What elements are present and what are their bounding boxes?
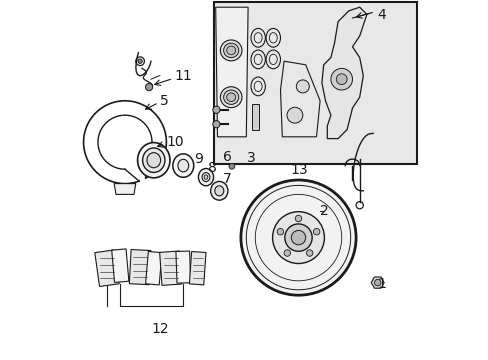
Ellipse shape	[146, 153, 160, 168]
Circle shape	[374, 279, 380, 286]
Polygon shape	[129, 249, 151, 285]
Text: 5: 5	[160, 94, 168, 108]
Ellipse shape	[223, 90, 238, 104]
Ellipse shape	[137, 143, 170, 178]
Circle shape	[138, 59, 142, 63]
Circle shape	[212, 121, 220, 128]
Polygon shape	[176, 251, 190, 283]
Circle shape	[295, 215, 301, 222]
Polygon shape	[252, 104, 258, 130]
Text: 7: 7	[223, 172, 231, 186]
Polygon shape	[160, 251, 182, 285]
Text: 12: 12	[151, 323, 168, 336]
Text: 9: 9	[194, 153, 203, 166]
Text: 2: 2	[320, 204, 328, 217]
Circle shape	[330, 68, 352, 90]
Circle shape	[306, 250, 312, 256]
Text: 13: 13	[290, 163, 307, 177]
Circle shape	[284, 224, 311, 251]
Text: 3: 3	[247, 152, 256, 165]
Circle shape	[241, 180, 355, 295]
Text: 11: 11	[174, 69, 192, 83]
Bar	[213, 2, 416, 164]
Circle shape	[296, 80, 309, 93]
Ellipse shape	[220, 40, 242, 61]
Text: 4: 4	[377, 8, 386, 22]
Text: 10: 10	[166, 135, 183, 149]
Polygon shape	[215, 7, 247, 137]
Ellipse shape	[198, 168, 213, 186]
Circle shape	[277, 229, 283, 235]
Circle shape	[228, 163, 234, 169]
Polygon shape	[370, 277, 384, 288]
Polygon shape	[95, 250, 119, 287]
Polygon shape	[321, 7, 366, 139]
Ellipse shape	[226, 46, 235, 55]
Text: 6: 6	[223, 150, 231, 163]
Circle shape	[145, 84, 152, 91]
Ellipse shape	[204, 175, 207, 179]
Text: 8: 8	[208, 161, 217, 175]
Text: 1: 1	[377, 278, 386, 291]
Polygon shape	[189, 252, 205, 285]
Ellipse shape	[172, 154, 193, 177]
Circle shape	[336, 74, 346, 85]
Polygon shape	[114, 184, 136, 194]
Polygon shape	[111, 249, 129, 283]
Ellipse shape	[214, 186, 224, 196]
Ellipse shape	[202, 173, 209, 182]
Ellipse shape	[223, 43, 238, 58]
Polygon shape	[280, 61, 320, 137]
Circle shape	[284, 250, 290, 256]
Polygon shape	[145, 252, 162, 285]
Circle shape	[313, 229, 319, 235]
Circle shape	[272, 212, 324, 264]
Circle shape	[286, 107, 302, 123]
Ellipse shape	[142, 148, 164, 172]
Ellipse shape	[220, 87, 242, 108]
Circle shape	[291, 230, 305, 245]
Circle shape	[212, 106, 220, 113]
Ellipse shape	[210, 181, 227, 200]
Ellipse shape	[226, 93, 235, 102]
Ellipse shape	[178, 159, 188, 172]
